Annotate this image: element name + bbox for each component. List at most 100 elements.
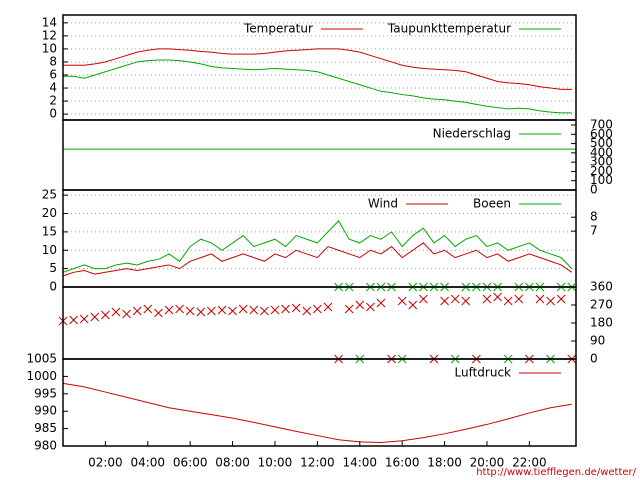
y2-tick-label: 200 xyxy=(590,164,613,178)
x-tick-label: 20:00 xyxy=(470,456,505,470)
y-tick-label: 12 xyxy=(42,28,57,42)
legend-label: Temperatur xyxy=(243,22,313,36)
point xyxy=(366,302,375,312)
legend-label: Wind xyxy=(368,197,398,211)
y-tick-label: 995 xyxy=(34,386,57,400)
y-tick-label: 985 xyxy=(34,421,57,435)
point xyxy=(397,296,407,306)
y2-tick-label: 100 xyxy=(590,173,613,187)
y-tick-label: 1000 xyxy=(26,369,57,383)
x-tick-label: 16:00 xyxy=(385,456,420,470)
point xyxy=(238,304,248,314)
series-line xyxy=(62,242,573,277)
y-tick-label: 15 xyxy=(42,224,57,238)
point xyxy=(482,294,492,304)
point xyxy=(493,292,502,302)
y-tick-label: 1005 xyxy=(26,352,57,366)
y2-tick-label: 7 xyxy=(590,224,598,238)
x-tick-label: 12:00 xyxy=(300,456,335,470)
point xyxy=(217,305,227,315)
point xyxy=(207,306,216,316)
x-tick-label: 02:00 xyxy=(88,456,123,470)
y-tick-label: 25 xyxy=(42,188,57,202)
point xyxy=(323,302,333,312)
point xyxy=(260,306,269,316)
point xyxy=(175,304,184,314)
point xyxy=(461,296,471,306)
y-tick-label: 5 xyxy=(49,261,57,275)
point xyxy=(132,306,142,316)
y-tick-label: 6 xyxy=(49,68,57,82)
point xyxy=(228,306,237,316)
series-line xyxy=(62,382,572,444)
series-line xyxy=(62,220,573,273)
x-tick-label: 22:00 xyxy=(512,456,547,470)
legend-label: Niederschlag xyxy=(433,127,511,141)
point xyxy=(111,307,121,317)
y-tick-label: 980 xyxy=(34,439,57,453)
point xyxy=(185,306,195,316)
y2-tick-label: 270 xyxy=(590,298,613,312)
point xyxy=(556,294,566,304)
point xyxy=(154,308,163,318)
y-tick-label: 10 xyxy=(42,243,57,257)
point xyxy=(344,304,354,314)
y2-tick-label: 700 xyxy=(590,118,613,132)
legend-label: Luftdruck xyxy=(454,366,511,380)
point xyxy=(79,314,89,324)
x-tick-label: 10:00 xyxy=(258,456,293,470)
x-tick-label: 14:00 xyxy=(342,456,377,470)
point xyxy=(503,296,513,306)
point xyxy=(164,305,174,315)
point xyxy=(69,315,78,325)
y-tick-label: 0 xyxy=(49,107,57,121)
point xyxy=(196,307,206,317)
x-tick-label: 08:00 xyxy=(215,456,250,470)
y-tick-label: 14 xyxy=(42,15,57,29)
x-tick-label: 06:00 xyxy=(173,456,208,470)
point xyxy=(281,304,290,314)
point xyxy=(249,305,259,315)
point xyxy=(450,294,460,304)
y2-tick-label: 400 xyxy=(590,145,613,159)
y-tick-label: 2 xyxy=(49,94,57,108)
y-tick-label: 10 xyxy=(42,41,57,55)
point xyxy=(440,296,449,306)
y2-tick-label: 180 xyxy=(590,316,613,330)
y2-tick-label: 0 xyxy=(590,352,598,366)
legend-label: Boeen xyxy=(473,197,511,211)
y2-tick-label: 300 xyxy=(590,155,613,169)
y-tick-label: 20 xyxy=(42,206,57,220)
y-tick-label: 0 xyxy=(49,280,57,294)
point xyxy=(313,304,322,314)
y2-tick-label: 600 xyxy=(590,127,613,141)
legend-label: Taupunkttemperatur xyxy=(387,22,511,36)
point xyxy=(90,312,100,322)
point xyxy=(535,294,545,304)
y-tick-label: 8 xyxy=(49,54,57,68)
point xyxy=(419,294,428,304)
x-tick-label: 04:00 xyxy=(130,456,165,470)
y2-tick-label: 90 xyxy=(590,334,605,348)
point xyxy=(355,300,365,310)
point xyxy=(302,306,312,316)
y-tick-label: 4 xyxy=(49,81,57,95)
point xyxy=(101,310,110,320)
point xyxy=(546,296,555,306)
footer-url: http://www.tiefflegen.de/wetter/ xyxy=(476,467,636,478)
point xyxy=(514,294,524,304)
x-tick-label: 18:00 xyxy=(427,456,462,470)
point xyxy=(408,300,418,310)
y2-tick-label: 500 xyxy=(590,136,613,150)
y2-tick-label: 360 xyxy=(590,280,613,294)
point xyxy=(376,298,386,308)
panel-frame xyxy=(62,358,577,447)
y-tick-label: 990 xyxy=(34,404,57,418)
point xyxy=(291,303,301,313)
point xyxy=(122,309,131,319)
y2-tick-label: 0 xyxy=(590,183,598,197)
y2-tick-label: 8 xyxy=(590,210,598,224)
point xyxy=(270,305,280,315)
series-line xyxy=(63,59,572,114)
